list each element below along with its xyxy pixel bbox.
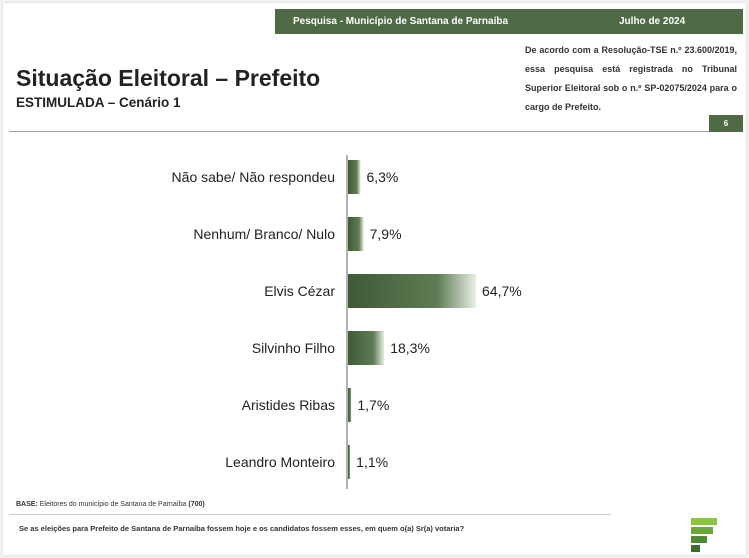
value-label: 64,7% [482,283,522,299]
survey-question: Se as eleições para Prefeito de Santana … [19,524,465,533]
bar [348,388,352,422]
bar [348,217,364,251]
category-label: Nenhum/ Branco/ Nulo [193,226,335,242]
value-label: 1,7% [357,397,389,413]
registration-note: De acordo com a Resolução-TSE n.º 23.600… [525,45,737,112]
category-label: Leandro Monteiro [225,454,335,470]
header-divider [9,131,709,132]
value-label: 18,3% [390,340,430,356]
category-label: Silvinho Filho [252,340,335,356]
company-logo [691,518,717,552]
page-number-badge: 6 [709,115,743,132]
base-label: BASE: [16,501,38,508]
bar [348,445,351,479]
bar [348,331,385,365]
footer-divider [9,514,611,515]
vote-intention-chart: Não sabe/ Não respondeu 6,3% Nenhum/ Branc… [172,155,522,489]
page-subtitle: ESTIMULADA – Cenário 1 [16,95,181,110]
header-bar: Pesquisa - Município de Santana de Parna… [275,9,743,34]
base-text: Eleitores do município de Santana de Par… [39,501,187,508]
bar [348,274,476,308]
base-count: (700) [188,501,205,508]
page-title: Situação Eleitoral – Prefeito [16,65,321,91]
category-label: Aristides Ribas [242,397,335,413]
value-label: 1,1% [356,454,388,470]
base-note: BASE: Eleitores do município de Santana … [16,501,205,508]
date-label: Julho de 2024 [619,16,686,27]
category-label: Não sabe/ Não respondeu [172,169,335,185]
survey-label: Pesquisa - Município de Santana de Parna… [293,16,509,27]
category-label: Elvis Cézar [264,283,335,299]
slide: Pesquisa - Município de Santana de Parna… [3,3,746,555]
value-label: 7,9% [370,226,402,242]
bar [348,160,361,194]
value-label: 6,3% [366,169,398,185]
